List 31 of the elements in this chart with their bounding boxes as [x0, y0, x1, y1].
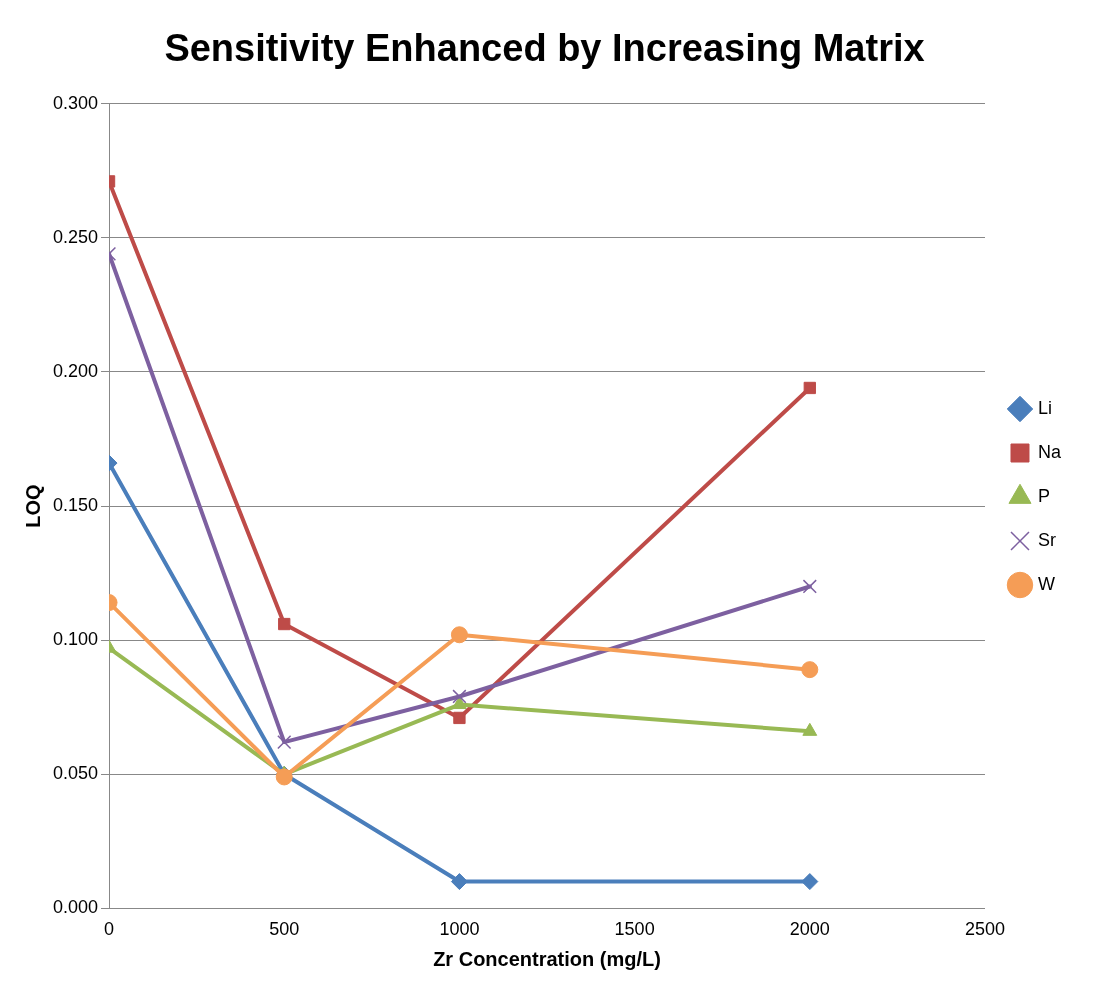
point	[452, 689, 467, 704]
x-tick-label: 1000	[439, 919, 480, 940]
point	[277, 734, 292, 750]
point	[801, 661, 819, 679]
y-tick-label: 0.250	[53, 226, 99, 247]
point	[801, 873, 819, 891]
point	[453, 711, 466, 725]
y-axis-title: LOQ	[21, 484, 44, 528]
x-axis-title: Zr Concentration (mg/L)	[433, 947, 661, 970]
x-tick-label: 2000	[789, 919, 830, 940]
y-tick-label: 0.100	[53, 629, 99, 650]
y-tick-label: 0.150	[53, 494, 99, 515]
legend-label: Na	[1037, 441, 1062, 462]
x-tick-label: 0	[104, 919, 115, 940]
y-tick-label: 0.050	[53, 763, 99, 784]
legend-label: Li	[1037, 397, 1053, 418]
chart-title: Sensitivity Enhanced by Increasing Matrix	[164, 27, 925, 70]
y-tick-label: 0.200	[53, 360, 99, 381]
legend-label: Sr	[1037, 529, 1056, 550]
point	[450, 626, 468, 644]
point	[803, 381, 816, 395]
y-tick-label: 0.000	[53, 897, 99, 918]
x-tick-label: 1500	[614, 919, 655, 940]
point	[802, 579, 817, 594]
legend-label: P	[1037, 485, 1051, 506]
point	[278, 617, 291, 631]
x-tick-label: 500	[269, 919, 300, 940]
x-tick-label: 2500	[964, 919, 1006, 940]
legend-label: W	[1037, 573, 1055, 594]
point	[450, 873, 468, 891]
y-tick-label: 0.300	[53, 92, 99, 113]
